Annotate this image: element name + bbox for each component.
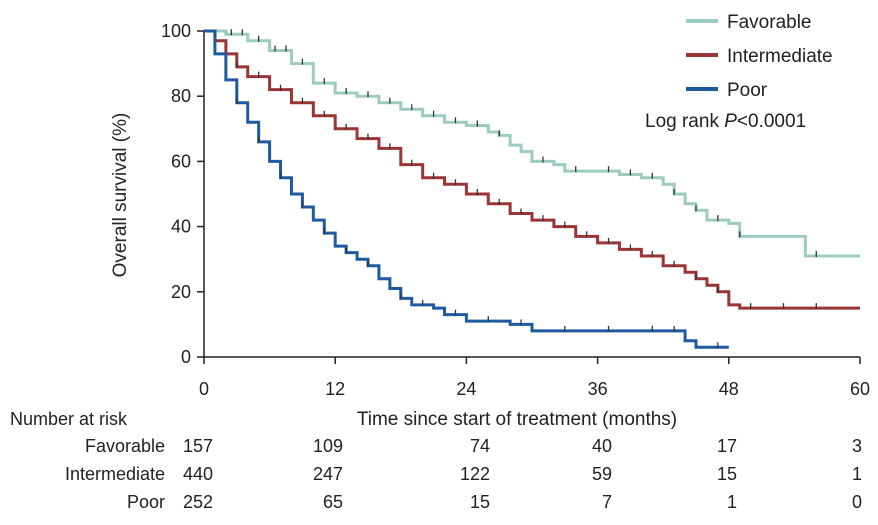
risk-count-intermediate: 59 — [592, 464, 612, 484]
y-tick-label: 0 — [181, 347, 191, 367]
risk-count-poor: 252 — [183, 492, 213, 512]
risk-label-intermediate: Intermediate — [65, 464, 165, 484]
legend-label-poor: Poor — [727, 80, 768, 101]
risk-count-favorable: 157 — [183, 436, 213, 456]
y-tick-label: 100 — [161, 21, 191, 41]
risk-count-favorable: 74 — [470, 436, 490, 456]
risk-count-favorable: 40 — [592, 436, 612, 456]
risk-count-intermediate: 15 — [717, 464, 737, 484]
risk-count-favorable: 17 — [717, 436, 737, 456]
risk-label-favorable: Favorable — [85, 436, 165, 456]
legend-label-intermediate: Intermediate — [727, 46, 833, 67]
y-tick-label: 20 — [171, 282, 191, 302]
logrank-annotation: Log rank P<0.0001 — [645, 111, 806, 132]
risk-count-poor: 0 — [852, 492, 862, 512]
survival-curves — [204, 29, 860, 349]
y-axis-title: Overall survival (%) — [110, 113, 131, 278]
risk-count-poor: 15 — [470, 492, 490, 512]
risk-label-poor: Poor — [127, 492, 165, 512]
legend-label-favorable: Favorable — [727, 12, 812, 33]
risk-count-poor: 65 — [323, 492, 343, 512]
x-tick-label: 36 — [588, 379, 608, 399]
risk-count-intermediate: 440 — [183, 464, 213, 484]
x-tick-label: 48 — [719, 379, 739, 399]
x-axis-title: Time since start of treatment (months) — [357, 409, 677, 430]
y-tick-label: 60 — [171, 151, 191, 171]
survival-line-intermediate — [204, 29, 860, 310]
x-tick-label: 24 — [456, 379, 476, 399]
risk-count-favorable: 109 — [313, 436, 343, 456]
x-tick-label: 12 — [325, 379, 345, 399]
x-tick-label: 60 — [850, 379, 870, 399]
risk-count-favorable: 3 — [852, 436, 862, 456]
y-tick-label: 80 — [171, 86, 191, 106]
survival-line-poor — [204, 29, 729, 349]
risk-count-intermediate: 247 — [313, 464, 343, 484]
y-tick-label: 40 — [171, 217, 191, 237]
risk-count-poor: 1 — [727, 492, 737, 512]
risk-count-poor: 7 — [602, 492, 612, 512]
risk-count-intermediate: 122 — [460, 464, 490, 484]
axes: 0 20 40 60 80 100 0 12 24 36 48 60 — [161, 21, 870, 399]
x-tick-label: 0 — [199, 379, 209, 399]
risk-count-intermediate: 1 — [852, 464, 862, 484]
legend: Favorable Intermediate Poor — [686, 12, 833, 101]
risk-table-title: Number at risk — [10, 409, 128, 429]
survival-line-favorable — [204, 29, 860, 258]
